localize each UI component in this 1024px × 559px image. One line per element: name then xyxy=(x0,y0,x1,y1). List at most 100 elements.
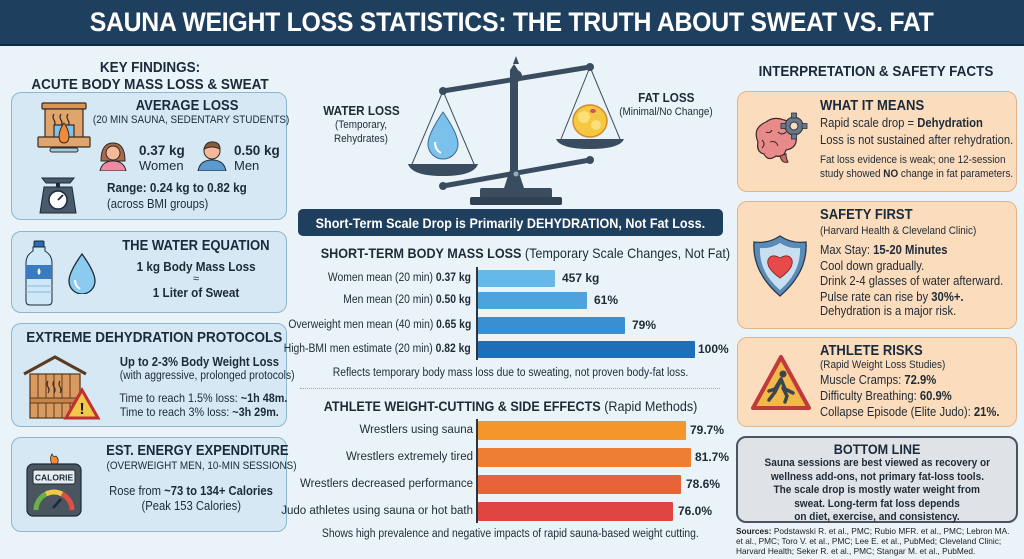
range-value: Range: 0.24 kg to 0.82 kg xyxy=(107,180,247,195)
extreme-details: Up to 2-3% Body Weight Loss (with aggres… xyxy=(110,355,294,419)
chart1-value: 61% xyxy=(594,293,619,307)
chart1-bar xyxy=(478,341,695,358)
sauna-stove-icon xyxy=(37,102,91,153)
men-value: 0.50 kg xyxy=(234,143,280,158)
wim-line4-suffix: change in fat parameters. xyxy=(898,168,1014,180)
water-equation-card: THE WATER EQUATION 1 kg Body Mass Loss ≈… xyxy=(11,231,287,313)
risk-cramps-label: Muscle Cramps: xyxy=(820,373,905,387)
bottom-line-text: BOTTOM LINE Sauna sessions are best view… xyxy=(738,441,1016,525)
bottom-line-3: The scale drop is mostly water weight fr… xyxy=(773,484,981,496)
chart1-value: 79% xyxy=(632,318,657,332)
extreme-title: EXTREME DEHYDRATION PROTOCOLS xyxy=(26,329,283,346)
chart2-bar xyxy=(478,448,691,467)
chart2-label: Wrestlers using sauna xyxy=(359,424,473,436)
left-heading-line2: ACUTE BODY MASS LOSS & SWEAT xyxy=(31,76,269,93)
water-equation-line1: 1 kg Body Mass Loss xyxy=(136,259,256,274)
chart2-value: 78.6% xyxy=(686,477,721,491)
wim-line1-prefix: Rapid scale drop = xyxy=(820,116,918,130)
energy-title: EST. ENERGY EXPENDITURE xyxy=(106,443,289,459)
energy-text: EST. ENERGY EXPENDITURE (OVERWEIGHT MEN,… xyxy=(96,443,296,514)
sources-label: Sources: xyxy=(736,526,772,536)
chart1-label: Women mean (20 min) 0.37 kg xyxy=(327,272,471,284)
average-loss-card: AVERAGE LOSS (20 MIN SAUNA, SEDENTARY ST… xyxy=(11,92,290,220)
water-equation-text: THE WATER EQUATION 1 kg Body Mass Loss ≈… xyxy=(107,238,285,301)
extreme-headline: Up to 2-3% Body Weight Loss xyxy=(119,355,279,369)
chart2-title: ATHLETE WEIGHT-CUTTING & SIDE EFFECTS (R… xyxy=(298,398,723,414)
time-3-label: Time to reach 3% loss: xyxy=(119,405,232,419)
left-heading: KEY FINDINGS: ACUTE BODY MASS LOSS & SWE… xyxy=(31,59,269,93)
chart2-footnote: Shows high prevalence and negative impac… xyxy=(322,528,699,540)
approx-symbol: ≈ xyxy=(192,273,200,285)
sources-citation: Sources: Podstawski R. et al., PMC; Rubi… xyxy=(736,526,1018,556)
chart1-footnote: Reflects temporary body mass loss due to… xyxy=(332,367,689,379)
energy-subtitle: (OVERWEIGHT MEN, 10-MIN SESSIONS) xyxy=(106,460,297,472)
time-1p5-label: Time to reach 1.5% loss: xyxy=(119,391,241,405)
safety-line5: Dehydration is a major risk. xyxy=(820,304,957,318)
left-heading-line1: KEY FINDINGS: xyxy=(99,59,201,76)
calorie-icon-text: CALORIE xyxy=(35,473,74,483)
chart1-title-rest: (Temporary Scale Changes, Not Fat) xyxy=(521,245,731,261)
page-title: SAUNA WEIGHT LOSS STATISTICS: THE TRUTH … xyxy=(90,6,934,37)
chart1-bar xyxy=(478,317,625,334)
water-drop-icon xyxy=(68,252,96,294)
chart2-bar xyxy=(478,421,686,440)
fat-loss-title: FAT LOSS xyxy=(637,90,695,105)
energy-line-value: ~73 to 134+ Calories xyxy=(164,484,273,498)
fat-loss-note: (Minimal/No Change) xyxy=(619,106,713,118)
safety-source: (Harvard Health & Cleveland Clinic) xyxy=(820,224,977,237)
chart1-label: High-BMI men estimate (20 min) 0.82 kg xyxy=(284,343,471,355)
wim-line4-prefix: study showed xyxy=(820,168,884,180)
safety-title: SAFETY FIRST xyxy=(820,207,913,223)
chart2-row-tired: Wrestlers extremely tired 81.7% xyxy=(298,448,729,467)
chart1-value: 100% xyxy=(698,342,729,356)
risk-breathing-label: Difficulty Breathing: xyxy=(820,389,920,403)
balance-scale-illustration xyxy=(408,56,624,205)
kitchen-scale-icon xyxy=(39,177,77,214)
athlete-risks-card: ATHLETE RISKS (Rapid Weight Loss Studies… xyxy=(737,337,1017,427)
men-stat: 0.50 kg Men xyxy=(234,143,280,173)
safety-line3: Drink 2-4 glasses of water afterward. xyxy=(820,274,1004,288)
calorie-meter-icon: CALORIE xyxy=(26,453,82,517)
bottom-line-1: Sauna sessions are best viewed as recove… xyxy=(764,457,990,469)
bottom-line-card: BOTTOM LINE Sauna sessions are best view… xyxy=(736,436,1018,523)
energy-peak: (Peak 153 Calories) xyxy=(141,499,241,513)
athlete-risks-text: ATHLETE RISKS (Rapid Weight Loss Studies… xyxy=(820,343,1019,420)
chart2-label: Judo athletes using sauna or hot bath xyxy=(281,505,473,517)
safety-max-value: 15-20 Minutes xyxy=(873,243,948,257)
woman-icon xyxy=(99,142,127,171)
extreme-title-wrap: EXTREME DEHYDRATION PROTOCOLS xyxy=(12,329,288,346)
chart1-label: Men mean (20 min) 0.50 kg xyxy=(343,294,471,306)
chart1-row-women: Women mean (20 min) 0.37 kg 457 kg xyxy=(298,270,698,287)
title-bar: SAUNA WEIGHT LOSS STATISTICS: THE TRUTH … xyxy=(0,0,1024,46)
water-bottle-icon xyxy=(25,240,53,306)
sauna-cabin-warning-icon: ! xyxy=(23,355,101,420)
water-loss-label: WATER LOSS (Temporary, Rehydrates) xyxy=(302,104,420,146)
time-1p5-value: ~1h 48m. xyxy=(240,391,288,405)
chart2-row-performance: Wrestlers decreased performance 78.6% xyxy=(298,475,721,494)
chart2-value: 79.7% xyxy=(690,423,725,437)
chart1-label: Overweight men mean (40 min) 0.65 kg xyxy=(288,319,471,331)
chart2-row-sauna: Wrestlers using sauna 79.7% xyxy=(298,421,724,440)
range-stat: Range: 0.24 kg to 0.82 kg (across BMI gr… xyxy=(107,180,262,212)
extreme-dehydration-card: EXTREME DEHYDRATION PROTOCOLS ! Up to 2-… xyxy=(11,323,295,427)
energy-line-prefix: Rose from xyxy=(109,484,165,498)
bottom-line-4: sweat. Long-term fat loss depends xyxy=(794,497,960,510)
risk-breathing-value: 60.9% xyxy=(919,389,952,403)
dehydration-banner: Short-Term Scale Drop is Primarily DEHYD… xyxy=(298,209,723,236)
chart2-title-rest: (Rapid Methods) xyxy=(600,398,698,414)
chart1-row-overweight: Overweight men mean (40 min) 0.65 kg 79% xyxy=(288,317,698,334)
safety-max-prefix: Max Stay: xyxy=(820,243,874,257)
safety-first-card: SAFETY FIRST (Harvard Health & Cleveland… xyxy=(737,201,1017,329)
average-loss-subtitle: (20 MIN SAUNA, SEDENTARY STUDENTS) xyxy=(92,114,290,126)
average-loss-title: AVERAGE LOSS xyxy=(135,98,239,114)
chart2-axis xyxy=(476,419,478,523)
safety-line4-value: 30%+. xyxy=(931,289,964,304)
banner-text: Short-Term Scale Drop is Primarily DEHYD… xyxy=(315,214,706,231)
athlete-risks-title: ATHLETE RISKS xyxy=(820,343,923,359)
sources-text: Podstawski R. et al., PMC; Rubio MFR. et… xyxy=(736,526,1010,556)
chart2-value: 76.0% xyxy=(678,504,713,518)
chart2-title-bold: ATHLETE WEIGHT-CUTTING & SIDE EFFECTS xyxy=(323,398,601,414)
what-it-means-text: WHAT IT MEANS Rapid scale drop = Dehydra… xyxy=(820,98,1024,181)
chart1-value: 457 kg xyxy=(562,271,600,285)
brain-gear-icon xyxy=(755,112,808,163)
